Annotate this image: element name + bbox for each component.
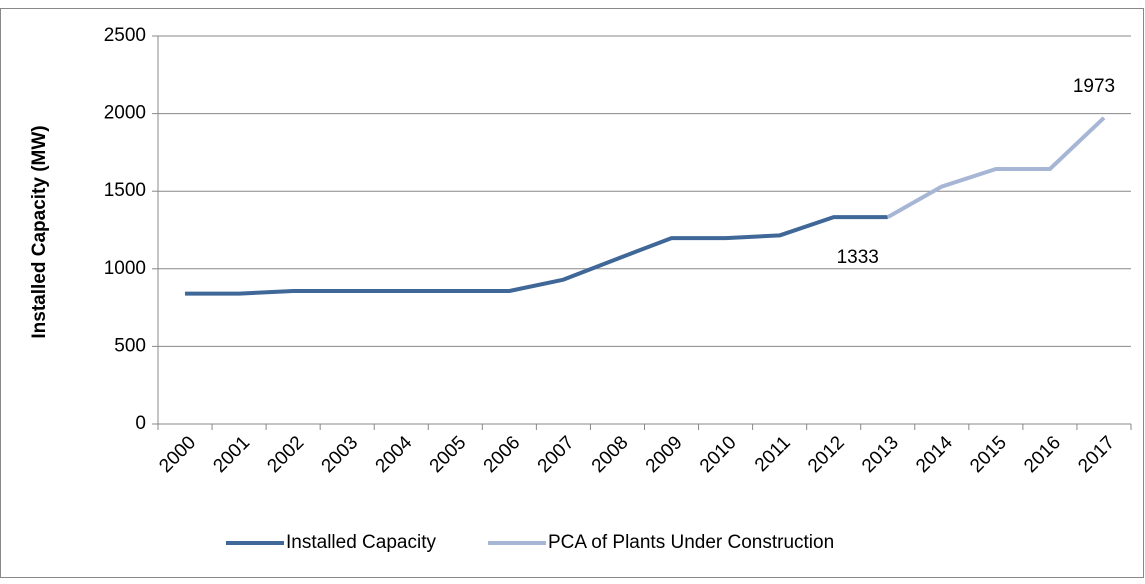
- data-label: 1333: [837, 247, 879, 268]
- series-line: [886, 116, 1106, 219]
- data-label: 1973: [1073, 76, 1115, 97]
- y-tick-label: 2500: [104, 25, 146, 46]
- legend-label: Installed Capacity: [286, 532, 436, 553]
- y-tick-label: 1000: [104, 258, 146, 279]
- y-tick-label: 500: [114, 335, 146, 356]
- legend-label: PCA of Plants Under Construction: [548, 532, 834, 553]
- y-axis-label: Installed Capacity (MW): [29, 125, 50, 338]
- y-tick-label: 1500: [104, 180, 146, 201]
- series-line: [185, 215, 888, 296]
- chart-border: [0, 8, 1144, 578]
- y-tick-label: 0: [135, 413, 146, 434]
- y-tick-label: 2000: [104, 103, 146, 124]
